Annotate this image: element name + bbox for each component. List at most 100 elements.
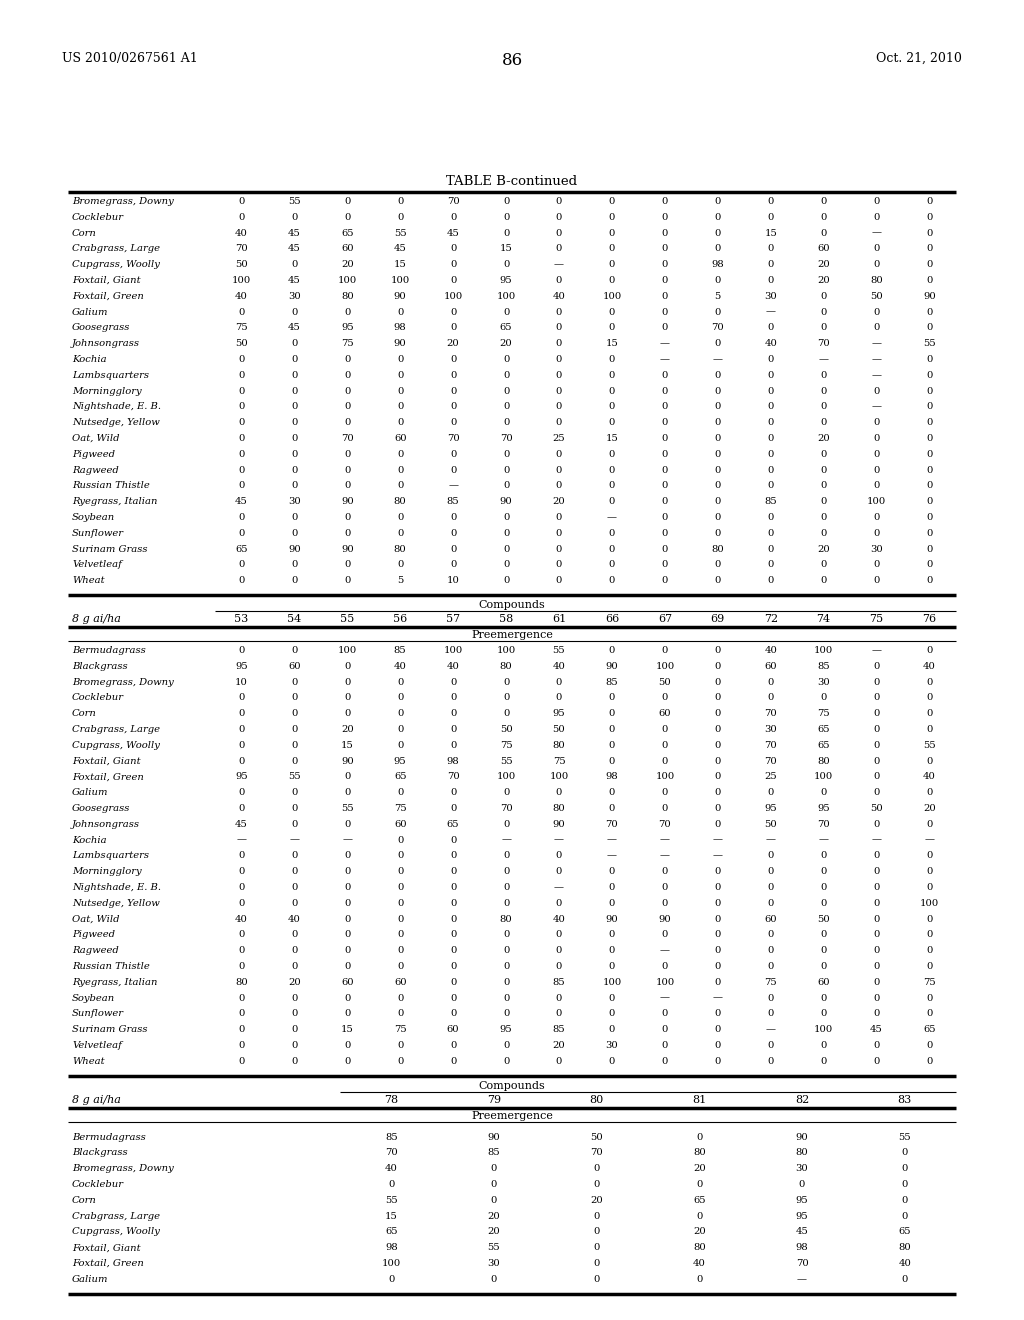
Text: 30: 30 [288, 292, 301, 301]
Text: 0: 0 [820, 513, 826, 521]
Text: 0: 0 [927, 645, 933, 655]
Text: 0: 0 [397, 1041, 403, 1049]
Text: 20: 20 [817, 434, 830, 444]
Text: 90: 90 [394, 292, 407, 301]
Text: 0: 0 [344, 213, 350, 222]
Text: 55: 55 [340, 614, 354, 624]
Text: 0: 0 [239, 1026, 245, 1034]
Text: 0: 0 [715, 899, 721, 908]
Text: 0: 0 [662, 931, 668, 940]
Text: Bromegrass, Downy: Bromegrass, Downy [72, 197, 174, 206]
Text: Kochia: Kochia [72, 836, 106, 845]
Text: 0: 0 [927, 197, 933, 206]
Text: 0: 0 [450, 867, 457, 876]
Text: Sunflower: Sunflower [72, 1010, 124, 1019]
Text: 0: 0 [239, 741, 245, 750]
Text: 0: 0 [901, 1196, 908, 1205]
Text: 0: 0 [715, 561, 721, 569]
Text: 0: 0 [344, 709, 350, 718]
Text: 0: 0 [768, 529, 774, 537]
Text: 75: 75 [764, 978, 777, 987]
Text: 0: 0 [820, 498, 826, 506]
Text: 0: 0 [927, 371, 933, 380]
Text: 55: 55 [898, 1133, 911, 1142]
Text: 15: 15 [764, 228, 777, 238]
Text: Kochia: Kochia [72, 355, 106, 364]
Text: 0: 0 [291, 883, 298, 892]
Text: —: — [766, 836, 776, 845]
Text: 0: 0 [609, 693, 615, 702]
Text: 0: 0 [344, 308, 350, 317]
Text: 0: 0 [291, 741, 298, 750]
Text: 0: 0 [662, 228, 668, 238]
Text: 0: 0 [291, 645, 298, 655]
Text: Foxtail, Giant: Foxtail, Giant [72, 276, 140, 285]
Text: 0: 0 [344, 931, 350, 940]
Text: 40: 40 [385, 1164, 397, 1173]
Text: 95: 95 [341, 323, 353, 333]
Text: 0: 0 [556, 387, 562, 396]
Text: 40: 40 [693, 1259, 706, 1269]
Text: 0: 0 [503, 883, 509, 892]
Text: 0: 0 [450, 677, 457, 686]
Text: 0: 0 [609, 1026, 615, 1034]
Text: 0: 0 [450, 276, 457, 285]
Text: 0: 0 [291, 1041, 298, 1049]
Text: 0: 0 [715, 339, 721, 348]
Text: 15: 15 [341, 741, 353, 750]
Text: 95: 95 [553, 709, 565, 718]
Text: 0: 0 [490, 1164, 498, 1173]
Text: 0: 0 [715, 466, 721, 475]
Text: —: — [713, 994, 723, 1003]
Text: 0: 0 [556, 677, 562, 686]
Text: 0: 0 [239, 371, 245, 380]
Text: 80: 80 [693, 1243, 706, 1253]
Text: 0: 0 [239, 867, 245, 876]
Text: 0: 0 [239, 197, 245, 206]
Text: 0: 0 [927, 1041, 933, 1049]
Text: 20: 20 [590, 1196, 603, 1205]
Text: 0: 0 [397, 529, 403, 537]
Text: —: — [554, 836, 564, 845]
Text: 0: 0 [873, 387, 880, 396]
Text: —: — [871, 228, 882, 238]
Text: 0: 0 [503, 962, 509, 972]
Text: Blackgrass: Blackgrass [72, 1148, 128, 1158]
Text: 0: 0 [927, 867, 933, 876]
Text: 0: 0 [662, 529, 668, 537]
Text: 0: 0 [344, 418, 350, 428]
Text: 95: 95 [796, 1212, 808, 1221]
Text: 0: 0 [503, 403, 509, 412]
Text: 0: 0 [873, 466, 880, 475]
Text: 0: 0 [662, 1041, 668, 1049]
Text: 0: 0 [609, 867, 615, 876]
Text: Goosegrass: Goosegrass [72, 804, 130, 813]
Text: 0: 0 [291, 418, 298, 428]
Text: 0: 0 [820, 1010, 826, 1019]
Text: 0: 0 [820, 292, 826, 301]
Text: 100: 100 [602, 292, 622, 301]
Text: 0: 0 [820, 371, 826, 380]
Text: 0: 0 [715, 308, 721, 317]
Text: 85: 85 [446, 498, 460, 506]
Text: 0: 0 [397, 883, 403, 892]
Text: 0: 0 [873, 693, 880, 702]
Text: 60: 60 [817, 978, 830, 987]
Text: 0: 0 [768, 946, 774, 956]
Text: 0: 0 [873, 820, 880, 829]
Text: 0: 0 [450, 931, 457, 940]
Text: —: — [554, 260, 564, 269]
Text: 0: 0 [239, 529, 245, 537]
Text: 0: 0 [927, 228, 933, 238]
Text: 57: 57 [446, 614, 460, 624]
Text: 0: 0 [450, 513, 457, 521]
Text: 0: 0 [344, 466, 350, 475]
Text: 0: 0 [873, 482, 880, 491]
Text: 75: 75 [924, 978, 936, 987]
Text: 75: 75 [394, 804, 407, 813]
Text: 60: 60 [394, 434, 407, 444]
Text: —: — [659, 836, 670, 845]
Text: 0: 0 [450, 741, 457, 750]
Text: 0: 0 [239, 962, 245, 972]
Text: 0: 0 [503, 450, 509, 459]
